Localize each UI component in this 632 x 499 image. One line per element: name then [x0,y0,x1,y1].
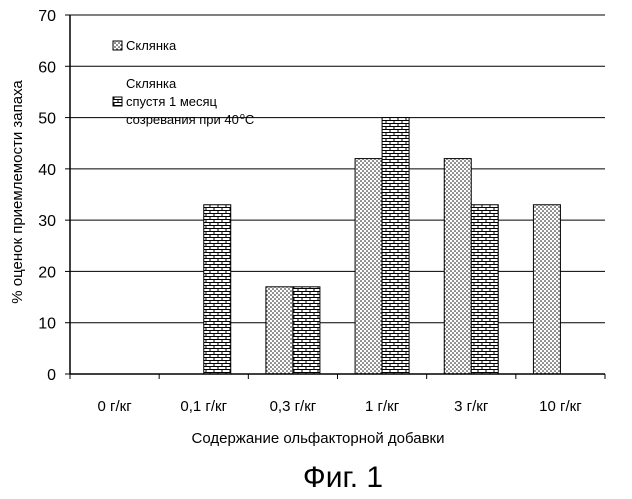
y-tick-label: 30 [38,213,56,230]
legend-swatch-series-1 [113,41,122,50]
legend-label-series-2-line1: Склянка [126,76,177,91]
y-tick-labels: 0 10 20 30 40 50 60 70 [38,8,56,384]
x-tick-label: 1 г/кг [365,398,400,415]
bars [204,118,561,374]
legend-label-series-1: Склянка [126,38,177,53]
y-tick-label: 20 [38,264,56,281]
bar-series-2 [382,118,409,374]
bar-series-2 [293,287,320,374]
y-tick-label: 50 [38,111,56,128]
x-tick-label: 10 г/кг [539,398,582,415]
legend-swatch-series-2 [113,97,122,106]
bar-series-1 [266,287,293,374]
y-tick-label: 10 [38,316,56,333]
x-tick-label: 0,3 г/кг [270,398,317,415]
gridlines [70,15,605,323]
legend-label-series-2-line3: созревания при 40oC [126,111,254,127]
bar-series-1 [444,159,471,374]
bar-series-1 [533,205,560,374]
x-axis-title: Содержание ольфакторной добавки [192,430,445,447]
figure-caption: Фиг. 1 [303,461,383,494]
legend-label-series-2-line2: спустя 1 месяц [126,94,218,109]
bar-series-2 [204,205,231,374]
axes [65,15,605,379]
y-axis-title: % оценок приемлемости запаха [9,80,26,304]
x-tick-label: 3 г/кг [454,398,489,415]
x-tick-label: 0,1 г/кг [180,398,227,415]
y-tick-label: 0 [47,367,56,384]
bar-series-2 [471,205,498,374]
legend: Склянка Склянка спустя 1 месяц созревани… [113,38,254,127]
x-tick-label: 0 г/кг [97,398,132,415]
y-tick-label: 70 [38,8,56,25]
x-tick-labels: 0 г/кг 0,1 г/кг 0,3 г/кг 1 г/кг 3 г/кг 10 г/к… [97,398,582,415]
bar-series-1 [355,159,382,374]
y-tick-label: 60 [38,59,56,76]
y-tick-label: 40 [38,162,56,179]
